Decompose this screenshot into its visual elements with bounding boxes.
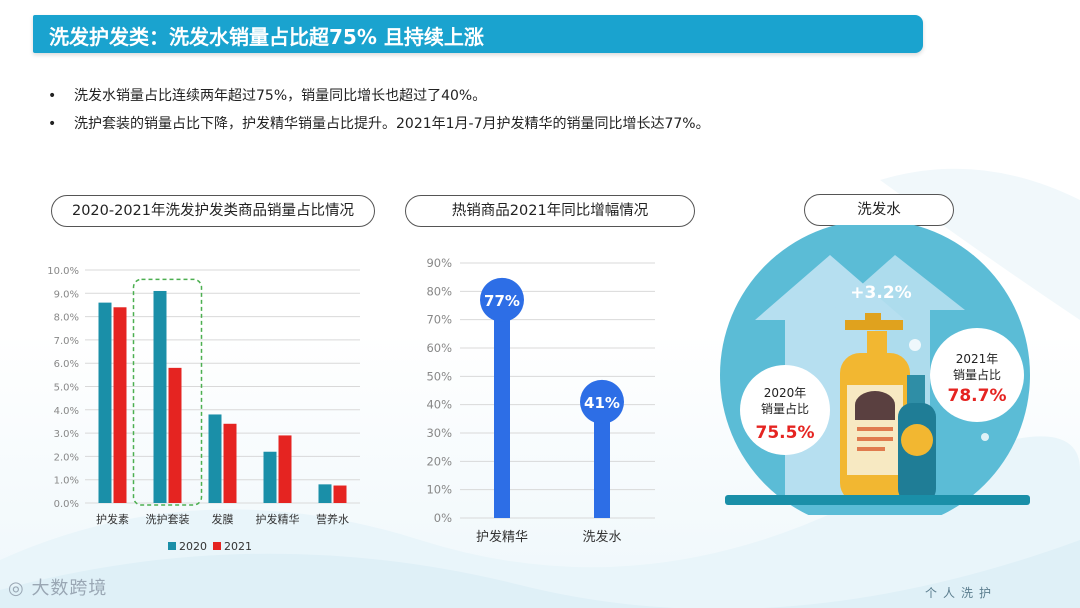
panel-title-left: 2020-2021年洗发护发类商品销量占比情况 <box>51 195 375 227</box>
legend-swatch <box>168 542 176 550</box>
y-tick-label: 4.0% <box>54 406 79 417</box>
bar-2020 <box>263 451 277 503</box>
x-tick-label: 护发素 <box>96 512 129 526</box>
y-tick-label: 2.0% <box>54 452 79 463</box>
panel-title-middle: 热销商品2021年同比增幅情况 <box>405 195 695 227</box>
y-tick-label: 5.0% <box>54 383 79 394</box>
bar-2020 <box>153 290 167 503</box>
y-tick-label: 10% <box>426 483 452 497</box>
bar-2020 <box>208 414 222 503</box>
shampoo-infographic: +3.2% 2020年 销量占比 75.5% 2021年 销量占比 78.7% <box>720 225 1030 515</box>
bullet-item: 洗发水销量占比连续两年超过75%，销量同比增长也超过了40%。 <box>48 85 1008 113</box>
x-tick-label: 洗护套装 <box>146 512 190 526</box>
bubble-2020: 2020年 销量占比 75.5% <box>740 365 830 455</box>
page-title: 洗发护发类：洗发水销量占比超75% 且持续上涨 <box>49 25 484 49</box>
x-tick-label: 护发精华 <box>256 512 300 526</box>
footer-section: 个人洗护 <box>925 586 998 600</box>
data-label: 41% <box>584 394 620 412</box>
bar-2021 <box>333 485 347 503</box>
y-tick-label: 30% <box>426 426 452 440</box>
bar-2020 <box>318 484 332 503</box>
y-tick-label: 80% <box>426 284 452 298</box>
y-tick-label: 10.0% <box>47 266 79 277</box>
bubble-2021: 2021年 销量占比 78.7% <box>930 328 1024 422</box>
svg-text:销量占比: 销量占比 <box>953 367 1001 382</box>
y-tick-label: 70% <box>426 313 452 327</box>
bar <box>594 401 610 518</box>
x-tick-label: 发膜 <box>212 512 234 526</box>
highlight-box <box>132 278 203 506</box>
bar-cap <box>480 277 524 322</box>
bar-2021 <box>223 423 237 503</box>
legend-label: 2020 <box>179 540 207 553</box>
y-tick-label: 20% <box>426 454 452 468</box>
svg-text:75.5%: 75.5% <box>756 423 815 443</box>
svg-text:2021年: 2021年 <box>956 352 999 366</box>
bar-cap <box>580 379 624 424</box>
legend-label: 2021 <box>224 540 252 553</box>
x-tick-label: 洗发水 <box>582 529 621 545</box>
svg-text:78.7%: 78.7% <box>948 386 1007 406</box>
y-tick-label: 40% <box>426 398 452 412</box>
y-tick-label: 7.0% <box>54 336 79 347</box>
bar-2020 <box>98 302 112 503</box>
bullet-item: 洗护套装的销量占比下降，护发精华销量占比提升。2021年1月-7月护发精华的销量… <box>48 113 1008 141</box>
brand-logo-icon: ◎ <box>8 578 32 599</box>
bar-2021 <box>113 307 127 503</box>
sales-share-bar-chart: 0.0% 1.0% 2.0% 3.0% 4.0% 5.0% 6.0% 7.0% 8.0% 9.0%… <box>47 266 360 553</box>
y-tick-label: 0.0% <box>54 499 79 510</box>
y-tick-label: 0% <box>434 511 452 525</box>
bar <box>494 299 510 518</box>
legend-swatch <box>213 542 221 550</box>
y-tick-label: 6.0% <box>54 359 79 370</box>
bullet-list: 洗发水销量占比连续两年超过75%，销量同比增长也超过了40%。 洗护套装的销量占… <box>48 85 1008 141</box>
bar-2021 <box>168 367 182 503</box>
growth-label: +3.2% <box>850 283 911 303</box>
y-tick-label: 60% <box>426 341 452 355</box>
x-tick-label: 营养水 <box>316 512 349 526</box>
growth-bar-chart: 0% 10% 20% 30% 40% 50% 60% 70% 80% 90% 77% 护发精华 41% 洗… <box>426 256 655 545</box>
y-tick-label: 1.0% <box>54 476 79 487</box>
y-tick-label: 9.0% <box>54 289 79 300</box>
footer-brand: ◎ 大数跨境 <box>8 574 107 600</box>
platform <box>725 495 1030 505</box>
y-tick-label: 3.0% <box>54 429 79 440</box>
brand-name: 大数跨境 <box>31 578 108 599</box>
x-tick-label: 护发精华 <box>476 529 528 545</box>
svg-text:销量占比: 销量占比 <box>761 401 809 416</box>
bar-2021 <box>278 435 292 503</box>
shampoo-bottle-icon <box>840 313 910 503</box>
y-tick-label: 50% <box>426 369 452 383</box>
data-label: 77% <box>484 292 520 310</box>
svg-text:2020年: 2020年 <box>764 386 807 400</box>
panel-title-right: 洗发水 <box>804 194 954 226</box>
y-tick-label: 90% <box>426 256 452 270</box>
title-bar: 洗发护发类：洗发水销量占比超75% 且持续上涨 <box>33 15 923 53</box>
small-bottle-icon <box>898 375 936 503</box>
y-tick-label: 8.0% <box>54 313 79 324</box>
